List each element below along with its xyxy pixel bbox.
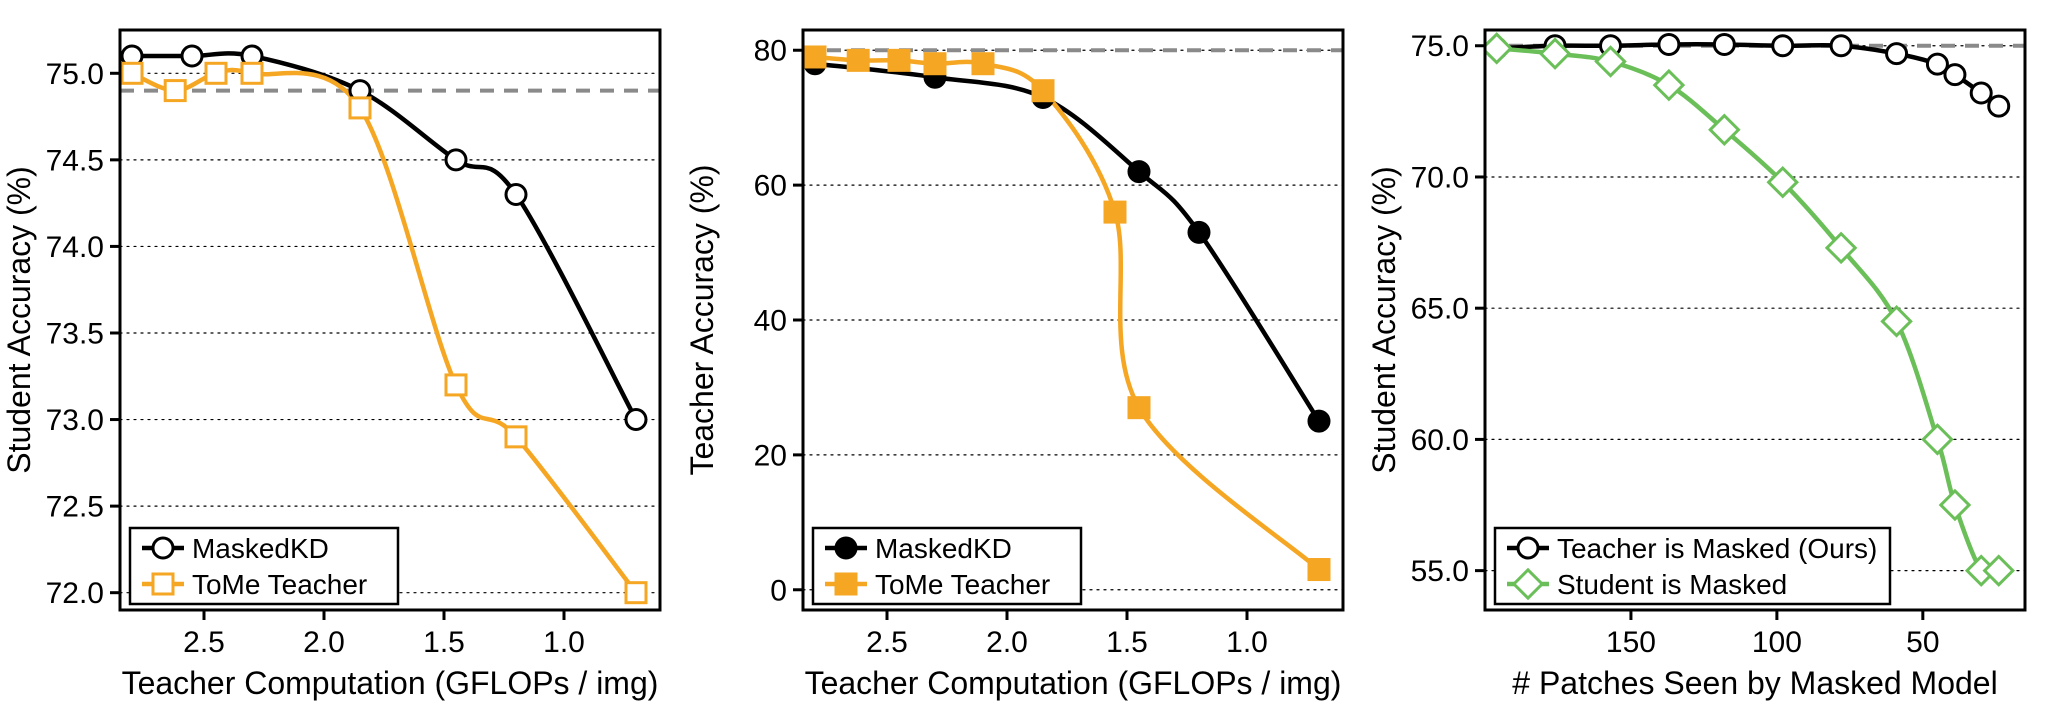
svg-text:1.0: 1.0 — [543, 626, 585, 659]
svg-text:60: 60 — [753, 170, 786, 203]
svg-text:Student Accuracy (%): Student Accuracy (%) — [1, 166, 37, 474]
chart-2: 2.5 2.0 1.5 1.0 0 20 40 60 80 Teacher Computation… — [683, 0, 1366, 710]
panel-1: 2.5 2.0 1.5 1.0 72.0 72.5 73.0 73.5 74.0 74.5 75.0… — [0, 0, 683, 710]
svg-text:1.5: 1.5 — [423, 626, 465, 659]
svg-text:2.5: 2.5 — [866, 626, 908, 659]
svg-text:Teacher Accuracy (%): Teacher Accuracy (%) — [684, 164, 720, 475]
svg-text:74.5: 74.5 — [46, 144, 104, 177]
svg-text:MaskedKD: MaskedKD — [875, 533, 1012, 564]
svg-text:70.0: 70.0 — [1411, 161, 1469, 194]
svg-text:72.0: 72.0 — [46, 577, 104, 610]
svg-text:# Patches Seen by Masked Model: # Patches Seen by Masked Model — [1513, 665, 1998, 701]
svg-text:Teacher is Masked (Ours): Teacher is Masked (Ours) — [1557, 533, 1877, 564]
svg-text:2.5: 2.5 — [183, 626, 225, 659]
panel-2: 2.5 2.0 1.5 1.0 0 20 40 60 80 Teacher Computation… — [683, 0, 1366, 710]
svg-text:Teacher Computation (GFLOPs /: Teacher Computation (GFLOPs / img) — [122, 665, 659, 701]
svg-text:ToMe Teacher: ToMe Teacher — [875, 569, 1050, 600]
chart-3: 150 100 50 55.0 60.0 65.0 70.0 75.0 # Patches Se… — [1365, 0, 2048, 710]
svg-text:MaskedKD: MaskedKD — [192, 533, 329, 564]
svg-text:50: 50 — [1906, 626, 1939, 659]
svg-text:73.5: 73.5 — [46, 317, 104, 350]
svg-text:2.0: 2.0 — [986, 626, 1028, 659]
svg-text:72.5: 72.5 — [46, 491, 104, 524]
svg-text:55.0: 55.0 — [1411, 555, 1469, 588]
panel-3: 150 100 50 55.0 60.0 65.0 70.0 75.0 # Patches Se… — [1365, 0, 2048, 710]
svg-text:1.5: 1.5 — [1106, 626, 1148, 659]
chart-1: 2.5 2.0 1.5 1.0 72.0 72.5 73.0 73.5 74.0 74.5 75.0… — [0, 0, 683, 710]
svg-text:ToMe Teacher: ToMe Teacher — [192, 569, 367, 600]
svg-text:40: 40 — [753, 305, 786, 338]
svg-text:1.0: 1.0 — [1226, 626, 1268, 659]
svg-text:73.0: 73.0 — [46, 404, 104, 437]
svg-text:80: 80 — [753, 35, 786, 68]
svg-text:75.0: 75.0 — [1411, 30, 1469, 63]
svg-text:0: 0 — [770, 574, 787, 607]
svg-text:2.0: 2.0 — [303, 626, 345, 659]
svg-text:75.0: 75.0 — [46, 58, 104, 91]
svg-text:100: 100 — [1752, 626, 1802, 659]
svg-text:Student Accuracy (%): Student Accuracy (%) — [1366, 166, 1402, 474]
svg-text:Teacher Computation (GFLOPs /: Teacher Computation (GFLOPs / img) — [804, 665, 1341, 701]
svg-text:150: 150 — [1606, 626, 1656, 659]
svg-text:74.0: 74.0 — [46, 231, 104, 264]
svg-text:65.0: 65.0 — [1411, 293, 1469, 326]
svg-text:Student is Masked: Student is Masked — [1557, 569, 1787, 600]
panel-row: 2.5 2.0 1.5 1.0 72.0 72.5 73.0 73.5 74.0 74.5 75.0… — [0, 0, 2048, 710]
svg-text:20: 20 — [753, 439, 786, 472]
svg-text:60.0: 60.0 — [1411, 424, 1469, 457]
